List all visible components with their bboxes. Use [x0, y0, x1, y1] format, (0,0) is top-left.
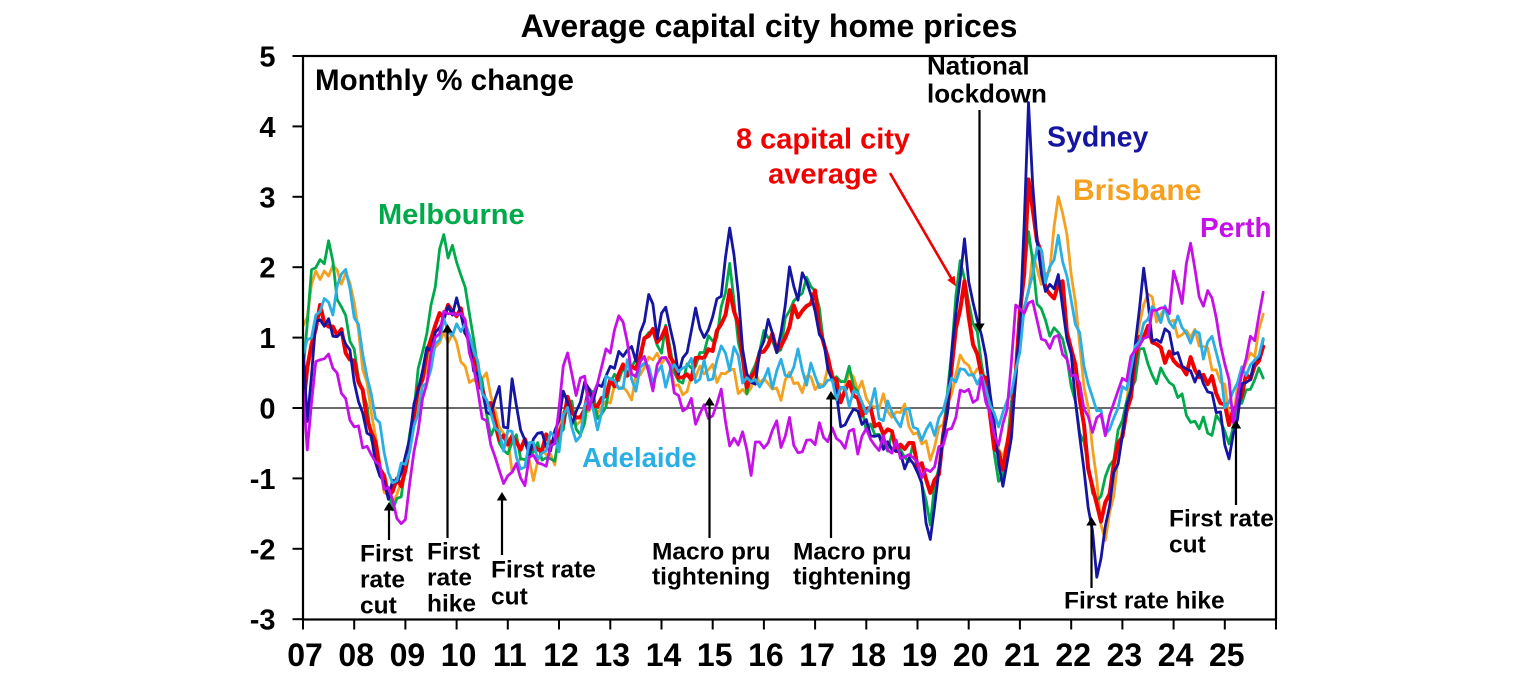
svg-text:3: 3 [259, 182, 275, 214]
svg-text:4: 4 [259, 112, 275, 144]
svg-text:07: 07 [287, 637, 323, 673]
svg-text:12: 12 [543, 637, 579, 673]
svg-text:19: 19 [902, 637, 938, 673]
svg-text:11: 11 [493, 637, 527, 673]
svg-text:Macro pru: Macro pru [793, 539, 911, 566]
svg-text:lockdown: lockdown [927, 79, 1047, 109]
svg-text:22: 22 [1055, 637, 1091, 673]
svg-text:tightening: tightening [652, 564, 770, 591]
svg-text:8 capital city: 8 capital city [736, 124, 910, 156]
svg-text:-2: -2 [250, 534, 276, 566]
svg-text:23: 23 [1107, 637, 1143, 673]
svg-text:14: 14 [646, 637, 682, 673]
svg-text:2: 2 [259, 253, 275, 285]
svg-text:National: National [927, 51, 1030, 81]
svg-text:15: 15 [697, 637, 733, 673]
svg-text:First: First [427, 539, 480, 566]
svg-text:First: First [360, 541, 413, 568]
svg-text:0: 0 [259, 394, 275, 426]
svg-text:Macro pru: Macro pru [652, 539, 770, 566]
svg-text:5: 5 [259, 42, 275, 74]
svg-text:1: 1 [259, 323, 275, 355]
svg-text:24: 24 [1158, 637, 1194, 673]
svg-text:Average capital city home pric: Average capital city home prices [521, 8, 1018, 44]
svg-text:cut: cut [1169, 532, 1206, 559]
svg-text:cut: cut [491, 584, 528, 611]
svg-text:17: 17 [799, 637, 835, 673]
svg-text:rate: rate [360, 567, 405, 594]
svg-text:First rate hike: First rate hike [1064, 588, 1225, 615]
svg-text:average: average [768, 159, 878, 191]
svg-text:Adelaide: Adelaide [582, 442, 697, 473]
svg-text:08: 08 [338, 637, 374, 673]
svg-text:Perth: Perth [1200, 212, 1272, 243]
svg-text:Melbourne: Melbourne [378, 199, 525, 231]
svg-text:16: 16 [748, 637, 784, 673]
svg-text:tightening: tightening [793, 564, 911, 591]
svg-text:18: 18 [851, 637, 887, 673]
svg-text:Brisbane: Brisbane [1073, 174, 1201, 207]
svg-text:21: 21 [1004, 637, 1040, 673]
svg-text:rate: rate [427, 565, 472, 592]
svg-text:09: 09 [390, 637, 426, 673]
svg-text:-1: -1 [250, 464, 276, 496]
svg-text:First rate: First rate [1169, 506, 1274, 533]
svg-text:-3: -3 [250, 605, 276, 637]
svg-text:hike: hike [427, 591, 476, 618]
svg-text:Monthly % change: Monthly % change [315, 64, 574, 97]
svg-text:20: 20 [953, 637, 989, 673]
svg-text:Sydney: Sydney [1047, 122, 1149, 154]
svg-text:13: 13 [595, 637, 631, 673]
svg-text:10: 10 [441, 637, 477, 673]
svg-text:cut: cut [360, 593, 397, 620]
svg-text:First rate: First rate [491, 557, 596, 584]
svg-text:25: 25 [1209, 637, 1245, 673]
